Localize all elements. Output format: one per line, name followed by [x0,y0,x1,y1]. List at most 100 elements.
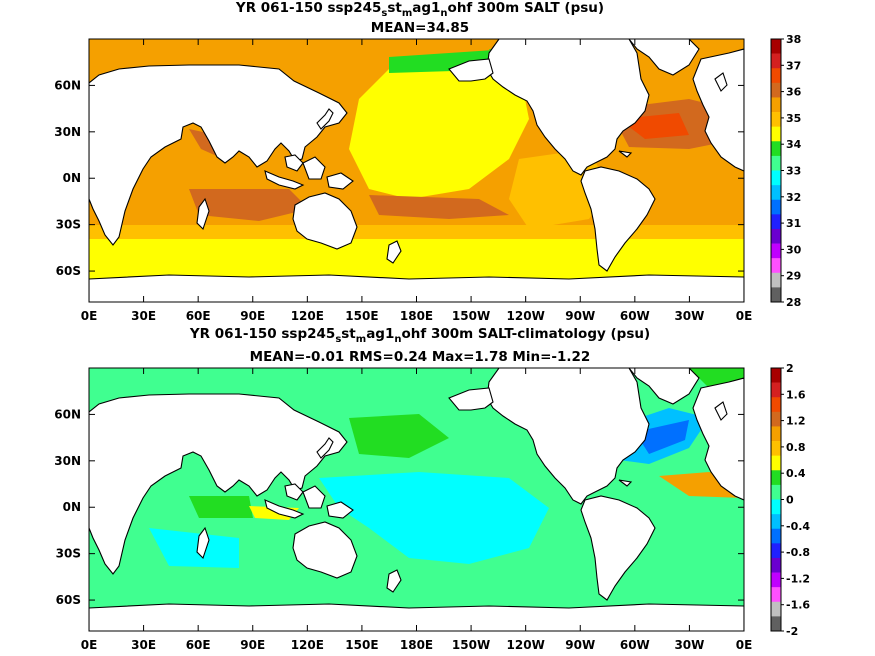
colorbar-swatch [771,126,781,142]
colorbar-label: 2 [786,362,794,375]
colorbar-swatch [771,382,781,398]
colorbar-label: 33 [786,165,801,178]
colorbar-swatch [771,287,781,303]
colorbar-swatch [771,455,781,471]
title-part: ag1 [366,326,394,342]
x-tick-label: 180E [400,309,433,323]
panel2-title: YR 061-150 ssp245sstmag1nohf 300m SALT-c… [189,326,650,345]
x-tick-label: 120E [291,638,324,652]
colorbar-swatch [771,499,781,515]
panel2-x-ticks: 0E 30E 60E 90E 120E 150E 180E 150W 120W 90W 60W 30W… [81,368,753,652]
colorbar-label: 30 [786,243,802,256]
panel1-map-field [89,39,744,302]
panel2-colorbar: 2 1.6 1.2 0.8 0.4 0 -0.4 -0.8 -1.2 -1.6 -2 [770,362,810,638]
colorbar-swatch [771,397,781,413]
x-tick-label: 30E [131,638,156,652]
colorbar-swatch [771,214,781,230]
panel1-x-ticks: 0E 30E 60E 90E 120E 150E 180E 150W 120W 90W 60W 30W… [81,39,752,323]
colorbar-label: 36 [786,86,802,99]
colorbar-swatch [771,39,781,54]
colorbar-swatch [771,155,781,171]
colorbar-swatch [771,243,781,259]
x-tick-label: 30W [674,309,704,323]
title-part: ag1 [412,0,440,16]
x-tick-label: 90E [240,638,265,652]
colorbar-label: -2 [786,625,798,638]
panel1-y-ticks: 60N 30N 0N 30S 60S [54,78,744,278]
colorbar-label: 38 [786,33,801,46]
colorbar-swatch [771,514,781,530]
title-part: s [381,8,387,19]
x-tick-label: 90E [240,309,265,323]
colorbar-swatch [771,185,781,201]
y-tick-label: 30N [54,454,81,468]
x-tick-label: 60E [186,309,211,323]
x-tick-label: 120W [507,638,545,652]
x-tick-label: 150W [452,309,490,323]
x-tick-label: 60W [620,309,650,323]
x-tick-label: 90W [565,638,595,652]
colorbar-label: 1.6 [786,388,806,401]
y-tick-label: 30N [54,125,81,139]
colorbar-swatch [771,199,781,215]
panel1-colorbar: 38 37 36 35 34 33 32 31 30 29 28 [770,33,802,309]
colorbar-swatch [771,616,781,632]
colorbar-swatch [771,368,781,383]
colorbar-swatch [771,587,781,603]
colorbar-swatch [771,426,781,442]
title-part: m [402,8,412,19]
x-tick-label: 60W [620,638,650,652]
y-tick-label: 60N [54,78,81,92]
colorbar-swatch [771,557,781,573]
y-tick-label: 30S [56,547,81,561]
colorbar-label: 0.8 [786,441,806,454]
panel2-y-ticks: 60N 30N 0N 30S 60S [54,407,744,607]
title-part: YR 061-150 ssp245 [189,326,335,342]
colorbar-swatch [771,68,781,84]
colorbar-label: 35 [786,112,801,125]
y-tick-label: 60S [56,264,81,278]
colorbar-swatch [771,112,781,127]
x-tick-label: 0E [81,638,98,652]
salt-anomaly-map-panel: YR 061-150 ssp245sstmag1nohf 300m SALT-c… [54,326,810,652]
x-tick-label: 90W [565,309,595,323]
colorbar-label: 31 [786,217,801,230]
colorbar-swatch [771,528,781,544]
x-tick-label: 30E [131,309,156,323]
panel1-title: YR 061-150 ssp245sstmag1nohf 300m SALT (… [235,0,604,19]
y-tick-label: 30S [56,218,81,232]
title-part: st [387,0,402,16]
x-tick-label: 150W [452,638,490,652]
title-part: st [341,326,356,342]
x-tick-label: 0E [736,638,753,652]
colorbar-swatch [771,228,781,244]
y-tick-label: 0N [63,171,81,185]
colorbar-swatch [771,82,781,98]
colorbar-label: 37 [786,59,801,72]
colorbar-swatch [771,141,781,157]
salt-map-panel: YR 061-150 ssp245sstmag1nohf 300m SALT (… [54,0,801,323]
panel2-map-field [89,368,744,631]
x-tick-label: 30W [674,638,704,652]
colorbar-swatch [771,411,781,427]
title-part: s [335,334,341,345]
title-part: n [440,8,447,19]
colorbar-label: 32 [786,191,801,204]
title-part: ohf 300m SALT (psu) [448,0,605,16]
y-tick-label: 60N [54,407,81,421]
y-tick-label: 0N [63,500,81,514]
y-tick-label: 60S [56,593,81,607]
colorbar-label: 0.4 [786,467,806,480]
colorbar-swatch [771,470,781,486]
colorbar-label: 28 [786,296,801,309]
title-part: m [356,334,366,345]
x-tick-label: 120E [291,309,324,323]
x-tick-label: 150E [345,309,378,323]
colorbar-label: 34 [786,138,802,151]
title-part: YR 061-150 ssp245 [235,0,381,16]
x-tick-label: 60E [186,638,211,652]
panel2-subtitle: MEAN=-0.01 RMS=0.24 Max=1.78 Min=-1.22 [250,349,591,365]
colorbar-swatch [771,53,781,69]
x-tick-label: 120W [507,309,545,323]
